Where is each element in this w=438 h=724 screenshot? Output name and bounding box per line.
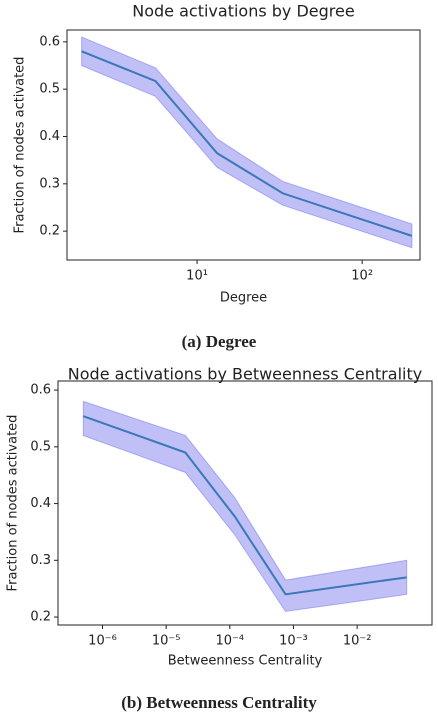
caption: (a) Degree	[182, 332, 257, 351]
y-tick-label: 0.5	[39, 82, 60, 97]
y-tick-label: 0.6	[39, 34, 60, 49]
caption: (b) Betweenness Centrality	[121, 693, 317, 712]
x-tick-label: 10⁻⁶	[88, 634, 117, 649]
y-tick-label: 0.5	[30, 439, 51, 454]
y-tick-label: 0.2	[39, 224, 60, 239]
y-tick-label: 0.4	[39, 129, 60, 144]
x-axis-label: Betweenness Centrality	[168, 654, 323, 669]
x-axis-label: Degree	[220, 291, 267, 306]
y-tick-label: 0.4	[30, 496, 51, 511]
x-tick-label: 10²	[351, 269, 373, 284]
plot-frame	[57, 380, 433, 626]
plot-frame	[66, 29, 421, 261]
x-tick-label: 10⁻⁵	[152, 634, 181, 649]
y-axis-label: Fraction of nodes activated	[13, 57, 28, 234]
y-axis-label: Fraction of nodes activated	[6, 415, 21, 592]
y-tick-label: 0.3	[30, 553, 51, 568]
x-tick-label: 10⁻³	[279, 634, 308, 649]
chart-title: Node activations by Degree	[132, 2, 354, 21]
y-tick-label: 0.2	[30, 610, 51, 625]
confidence-band	[81, 36, 413, 249]
x-tick-label: 10¹	[186, 269, 208, 284]
y-tick-label: 0.6	[30, 383, 51, 398]
confidence-band	[82, 400, 408, 612]
x-tick-label: 10⁻²	[343, 634, 372, 649]
line	[82, 415, 407, 596]
chart-title: Node activations by Betweenness Centrali…	[68, 365, 422, 384]
line	[81, 50, 413, 237]
y-tick-label: 0.3	[39, 176, 60, 191]
x-tick-label: 10⁻⁴	[216, 634, 245, 649]
